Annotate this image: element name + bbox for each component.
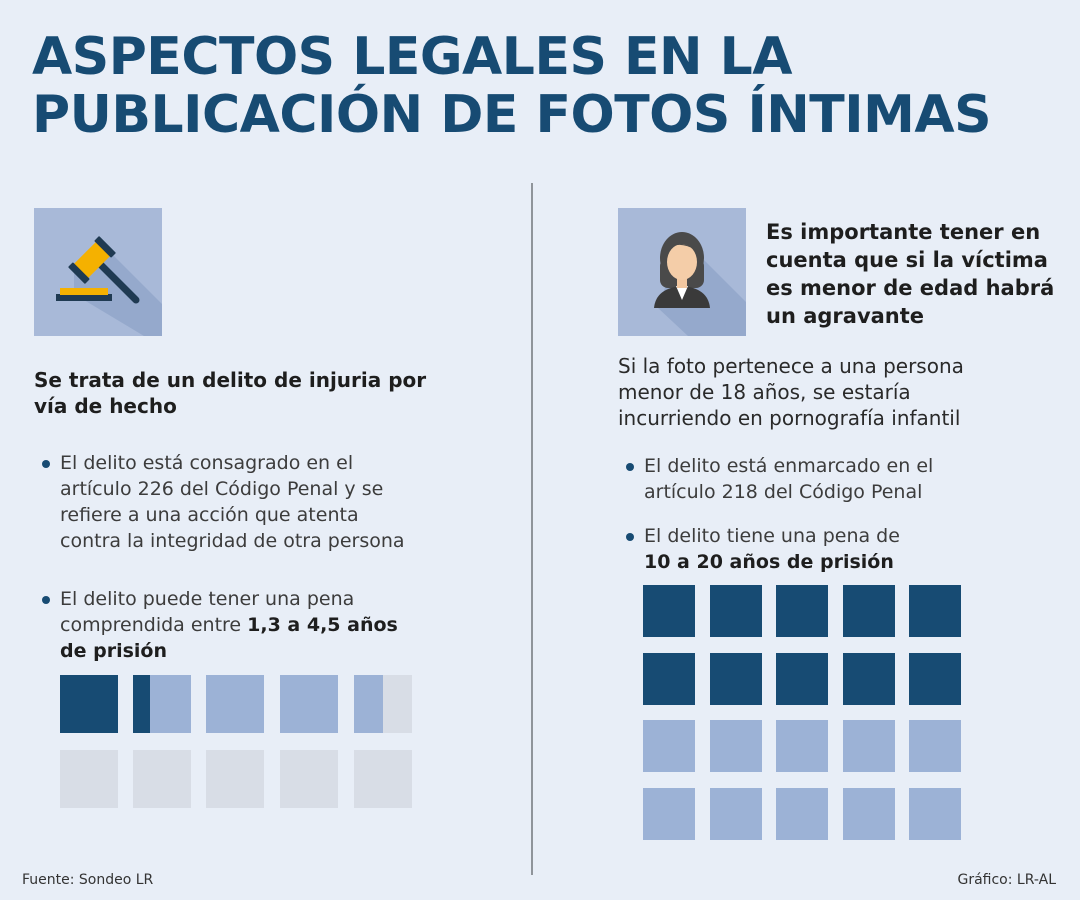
woman-avatar-icon (654, 232, 746, 336)
graphic-credit: Gráfico: LR-AL (957, 872, 1056, 888)
bullet-dot (626, 533, 634, 541)
right-penalty-range: 10 a 20 años de prisión (644, 551, 894, 573)
left-year-square-fill (133, 675, 151, 733)
right-paragraph-line-2: menor de 18 años, se estaría (618, 380, 911, 404)
left-year-square-partial (133, 675, 191, 733)
left-year-square (280, 750, 338, 808)
left-heading-line-1: Se trata de un delito de injuria por (34, 368, 427, 392)
right-heading-line-3: es menor de edad habrá (766, 276, 1055, 300)
left-bullet-1-line-3: refiere a una acción que atenta (60, 504, 359, 526)
right-year-square (776, 652, 828, 705)
left-penalty-unit: de prisión (60, 640, 167, 662)
woman-icon-box (618, 208, 746, 336)
right-year-square (909, 585, 961, 637)
right-year-square (643, 720, 695, 772)
right-year-square (842, 787, 895, 840)
right-paragraph-line-1: Si la foto pertenece a una persona (618, 354, 964, 378)
right-year-square (643, 652, 695, 705)
right-year-square (842, 585, 895, 637)
left-year-square (206, 675, 264, 733)
left-bullet-2-line-1: El delito puede tener una pena (60, 588, 355, 610)
bullet-dot (42, 460, 50, 468)
right-year-square (776, 585, 828, 637)
right-year-square (842, 652, 895, 705)
left-year-square (133, 750, 191, 808)
left-year-square (60, 675, 118, 733)
right-year-square (776, 720, 828, 772)
left-bullet-2: El delito puede tener una pena comprendi… (36, 586, 500, 664)
right-bullet-1: El delito está enmarcado en el artículo … (620, 453, 1080, 505)
right-year-square (909, 652, 961, 705)
right-bullet-2: El delito tiene una pena de 10 a 20 años… (620, 523, 1080, 575)
right-year-square (709, 787, 762, 840)
right-year-square (709, 652, 762, 705)
right-paragraph: Si la foto pertenece a una persona menor… (618, 353, 1058, 431)
right-paragraph-line-3: incurriendo en pornografía infantil (618, 406, 961, 430)
right-year-square (776, 787, 828, 840)
left-bullet-1-line-2: artículo 226 del Código Penal y se (60, 478, 384, 500)
left-bullet-2-line-3: de prisión (60, 638, 500, 664)
left-penalty-range: 1,3 a 4,5 años (247, 614, 398, 636)
left-bullet-2-prefix: comprendida entre (60, 614, 248, 636)
gavel-icon-box (34, 208, 162, 336)
right-bullet-1-line-1: El delito está enmarcado en el (644, 455, 934, 477)
title-line-1: ASPECTOS LEGALES EN LA (32, 27, 793, 87)
right-year-square (842, 720, 895, 772)
page-title: ASPECTOS LEGALES EN LA PUBLICACIÓN DE FO… (32, 28, 1062, 144)
left-heading: Se trata de un delito de injuria por vía… (34, 367, 474, 419)
right-bullet-2-line-2: 10 a 20 años de prisión (644, 549, 1080, 575)
right-bullet-1-line-2: artículo 218 del Código Penal (644, 481, 923, 503)
title-line-2: PUBLICACIÓN DE FOTOS ÍNTIMAS (32, 85, 992, 145)
right-heading-line-4: un agravante (766, 304, 925, 328)
left-year-square (206, 750, 264, 808)
left-year-square-fill (354, 675, 383, 733)
left-bullet-2-line-2: comprendida entre 1,3 a 4,5 años (60, 612, 500, 638)
right-year-square (709, 720, 762, 772)
right-heading-line-2: cuenta que si la víctima (766, 248, 1048, 272)
right-year-square (909, 787, 961, 840)
right-heading-line-1: Es importante tener en (766, 220, 1041, 244)
bullet-dot (42, 596, 50, 604)
left-year-square (354, 750, 412, 808)
left-bullet-1-line-1: El delito está consagrado en el (60, 452, 354, 474)
left-heading-line-2: vía de hecho (34, 394, 177, 418)
left-year-square (60, 750, 118, 808)
right-year-square (709, 585, 762, 637)
left-year-square (280, 675, 338, 733)
left-bullet-1-line-4: contra la integridad de otra persona (60, 530, 405, 552)
source-note: Fuente: Sondeo LR (22, 872, 154, 888)
right-bullet-2-line-1: El delito tiene una pena de (644, 525, 900, 547)
right-heading: Es importante tener en cuenta que si la … (766, 218, 1066, 330)
right-year-square (643, 787, 695, 840)
right-year-square (643, 585, 695, 637)
left-bullet-1: El delito está consagrado en el artículo… (36, 450, 500, 554)
gavel-icon (56, 236, 162, 336)
column-divider (531, 183, 533, 875)
left-year-square-partial (354, 675, 412, 733)
right-year-square (909, 720, 961, 772)
bullet-dot (626, 463, 634, 471)
